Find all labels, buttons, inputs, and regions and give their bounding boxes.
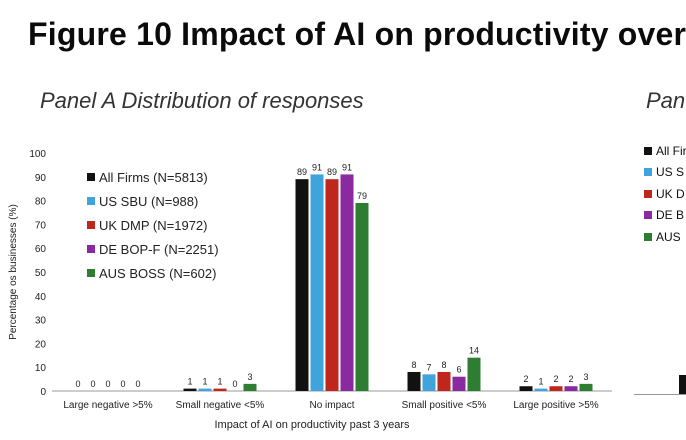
y-tick-label: 40 [35, 292, 47, 303]
bar [564, 386, 578, 391]
panel-b-legend-item: All Firm [644, 140, 686, 162]
data-label: 7 [426, 362, 431, 372]
data-label: 91 [342, 162, 352, 172]
y-axis-title: Percentage os businesses (%) [8, 204, 19, 340]
bar [579, 383, 593, 391]
panel-b-legend-label: DE B [656, 208, 685, 223]
bar [295, 179, 309, 391]
bar [355, 202, 369, 391]
panel-b-legend-swatch [644, 168, 652, 177]
data-label: 2 [568, 374, 573, 384]
panel-b-legend-label: AUS [656, 229, 681, 244]
panel-b-legend-item: DE B [644, 205, 686, 227]
data-label: 1 [217, 377, 222, 387]
bar [437, 371, 451, 391]
data-label: 89 [297, 167, 307, 177]
panel-a-title: Panel A Distribution of responses [40, 88, 364, 113]
panel-b-legend-item: US S [644, 162, 686, 184]
bar [183, 388, 197, 391]
legend-swatch [87, 269, 95, 277]
data-label: 3 [583, 372, 588, 382]
legend-swatch [87, 173, 95, 181]
legend-label: AUS BOSS (N=602) [99, 266, 216, 281]
y-tick-label: 10 [35, 363, 47, 374]
bar [213, 388, 227, 391]
panel-b-legend-swatch [644, 211, 652, 220]
data-label: 0 [120, 379, 125, 389]
legend-label: UK DMP (N=1972) [99, 218, 208, 233]
data-label: 6 [456, 365, 461, 375]
bar [340, 174, 354, 391]
bar [534, 388, 548, 391]
bar [243, 383, 257, 391]
data-label: 1 [538, 377, 543, 387]
panel-b-legend-swatch [644, 232, 652, 241]
y-tick-label: 20 [35, 339, 47, 350]
panel-b-legend-label: UK D [656, 186, 685, 201]
y-tick-label: 70 [35, 220, 47, 231]
y-tick-label: 50 [35, 268, 47, 279]
bar [407, 371, 421, 391]
bar [467, 357, 481, 391]
legend-swatch [87, 245, 95, 253]
data-label: 0 [75, 379, 80, 389]
x-tick-label: Large positive >5% [513, 400, 598, 411]
panel-b-title: Pan [646, 88, 686, 113]
bar [549, 386, 563, 391]
bar [519, 386, 533, 391]
y-tick-label: 100 [29, 149, 46, 160]
x-tick-label: Small positive <5% [402, 400, 487, 411]
y-tick-label: 80 [35, 197, 47, 208]
data-label: 79 [357, 191, 367, 201]
x-tick-label: Small negative <5% [176, 400, 265, 411]
data-label: 2 [553, 374, 558, 384]
panel-b-legend-label: US S [656, 165, 685, 180]
data-label: 0 [232, 379, 237, 389]
data-label: 0 [105, 379, 110, 389]
panel-b-axis [634, 394, 686, 395]
data-label: 8 [411, 360, 416, 370]
data-label: 8 [441, 360, 446, 370]
data-label: 2 [523, 374, 528, 384]
panel-b-legend-item: AUS [644, 226, 686, 248]
panel-b-legend-item: UK D [644, 183, 686, 205]
panel-b-fragment: All Firm US S UK D DE B AUS [634, 130, 686, 400]
figure-title: Figure 10 Impact of AI on productivity o… [28, 16, 686, 52]
panel-b-legend-swatch [644, 146, 652, 155]
data-label: 91 [312, 162, 322, 172]
panel-b-legend-label: All Firm [656, 143, 686, 158]
bar [310, 174, 324, 391]
data-label: 0 [90, 379, 95, 389]
data-label: 3 [247, 372, 252, 382]
bar [198, 388, 212, 391]
data-label: 89 [327, 167, 337, 177]
panel-b-legend: All Firm US S UK D DE B AUS [644, 140, 686, 248]
legend-swatch [87, 197, 95, 205]
data-label: 1 [187, 377, 192, 387]
x-tick-label: Large negative >5% [63, 400, 152, 411]
bar [452, 376, 466, 391]
panel-b-legend-swatch [644, 189, 652, 198]
x-tick-label: No impact [309, 400, 354, 411]
legend-label: All Firms (N=5813) [99, 170, 208, 185]
y-tick-label: 60 [35, 244, 47, 255]
y-tick-label: 90 [35, 173, 47, 184]
legend-label: DE BOP-F (N=2251) [99, 242, 219, 257]
bar [325, 179, 339, 391]
panel-b-bar [679, 375, 686, 395]
y-tick-label: 30 [35, 316, 47, 327]
y-tick-label: 0 [40, 387, 46, 398]
legend-label: US SBU (N=988) [99, 194, 198, 209]
data-label: 0 [135, 379, 140, 389]
data-label: 14 [469, 346, 479, 356]
x-axis-title: Impact of AI on productivity past 3 year… [214, 419, 410, 431]
bar [422, 374, 436, 391]
data-label: 1 [202, 377, 207, 387]
legend-swatch [87, 221, 95, 229]
